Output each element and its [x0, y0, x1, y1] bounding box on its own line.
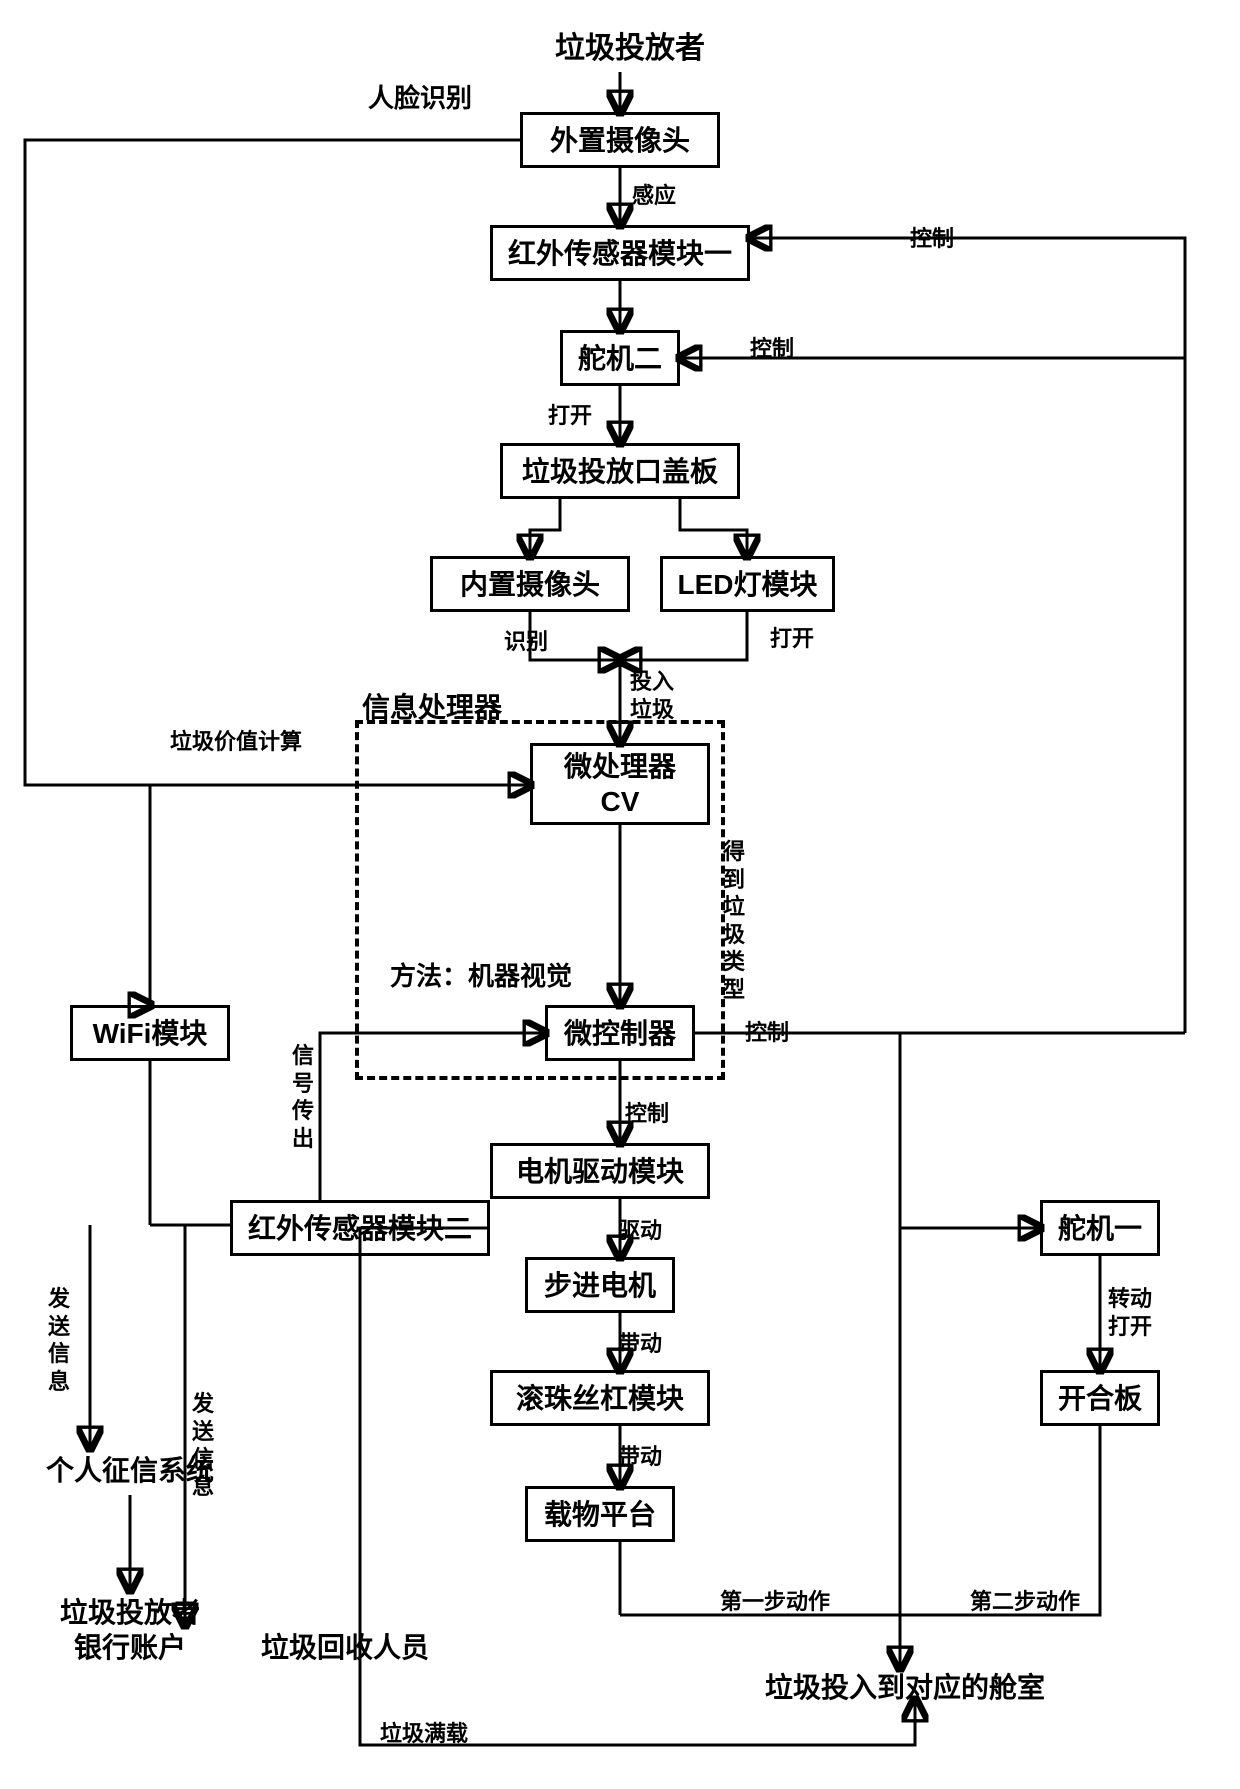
edge-label-10: 控制: [745, 1019, 789, 1047]
edge-label-2: 控制: [910, 225, 954, 253]
edge-label-3: 控制: [750, 335, 794, 363]
edge-label-11: 控制: [625, 1100, 669, 1128]
node-open_board: 开合板: [1040, 1370, 1160, 1426]
edge-label-5: 识别: [504, 628, 548, 656]
edge-label-9: 得 到 垃 圾 类 型: [723, 838, 745, 1003]
node-ext_camera: 外置摄像头: [520, 112, 720, 168]
node-ir1: 红外传感器模块一: [490, 225, 750, 281]
edge-label-13: 带动: [618, 1330, 662, 1358]
edge-label-4: 打开: [548, 402, 592, 430]
node-ir2: 红外传感器模块二: [230, 1200, 490, 1256]
edge-label-18: 转动 打开: [1108, 1285, 1152, 1340]
node-motor_drv: 电机驱动模块: [490, 1143, 710, 1199]
node-result: 垃圾投入到对应的舱室: [720, 1670, 1090, 1710]
edge-label-15: 信 号 传 出: [292, 1042, 314, 1152]
node-cover: 垃圾投放口盖板: [500, 443, 740, 499]
edge-label-1: 感应: [632, 182, 676, 210]
node-ballscrew: 滚珠丝杠模块: [490, 1370, 710, 1426]
node-recycler: 垃圾回收人员: [240, 1630, 450, 1670]
edge-label-0: 人脸识别: [368, 82, 472, 115]
edge-label-21: 垃圾满载: [380, 1720, 468, 1748]
node-servo1: 舵机一: [1040, 1200, 1160, 1256]
edge-label-16: 发 送 信 息: [48, 1285, 70, 1395]
edge-label-19: 第一步动作: [720, 1588, 830, 1616]
node-mcu: 微控制器: [545, 1005, 695, 1061]
node-led: LED灯模块: [660, 556, 835, 612]
node-bank: 垃圾投放者 银行账户: [25, 1595, 235, 1673]
edge-label-8: 垃圾价值计算: [170, 728, 302, 756]
edge-label-7: 投入 垃圾: [630, 668, 674, 723]
node-stepper: 步进电机: [525, 1257, 675, 1313]
node-wifi: WiFi模块: [70, 1005, 230, 1061]
edge-label-12: 驱动: [618, 1217, 662, 1245]
flowchart-canvas: 信息处理器方法：机器视觉 垃圾投放者外置摄像头红外传感器模块一舵机二垃圾投放口盖板…: [0, 0, 1240, 1789]
frame-label-method: 方法：机器视觉: [390, 960, 572, 993]
node-platform: 载物平台: [525, 1486, 675, 1542]
edge-label-14: 带动: [618, 1443, 662, 1471]
node-int_camera: 内置摄像头: [430, 556, 630, 612]
edge-label-20: 第二步动作: [970, 1588, 1080, 1616]
node-servo2: 舵机二: [560, 330, 680, 386]
node-title: 垃圾投放者: [530, 30, 730, 70]
frame-label-processor: 信息处理器: [362, 690, 502, 725]
edge-label-6: 打开: [770, 625, 814, 653]
node-cpu_cv: 微处理器 CV: [530, 743, 710, 825]
edge-label-17: 发 送 信 息: [192, 1390, 214, 1500]
